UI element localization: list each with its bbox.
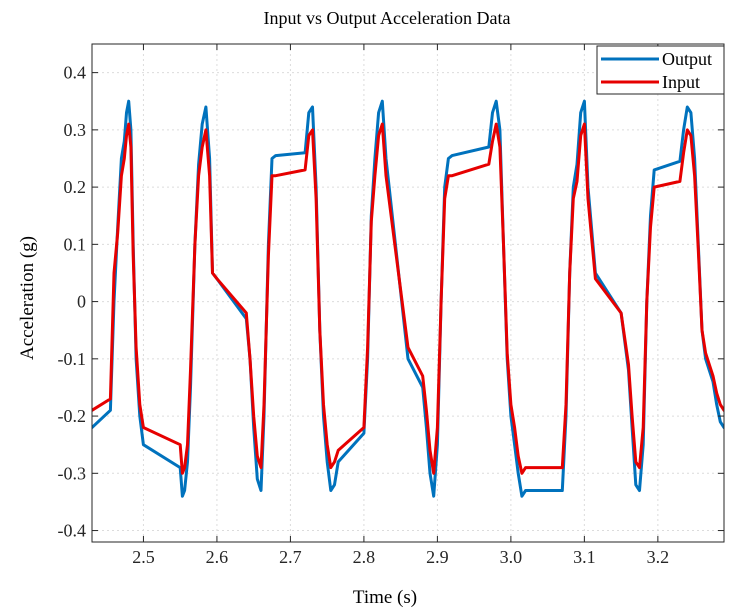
x-axis-label: Time (s)	[353, 587, 417, 608]
y-tick-label: 0	[77, 292, 86, 312]
legend-label-output: Output	[662, 49, 712, 69]
x-tick-label: 2.5	[132, 547, 155, 567]
x-tick-label: 3.2	[647, 547, 670, 567]
x-tick-label: 2.9	[426, 547, 449, 567]
y-tick-label: 0.4	[64, 63, 87, 83]
y-tick-label: -0.3	[58, 463, 87, 483]
axis-ticks: 2.5 2.6 2.7 2.8 2.9 3.0 3.1 3.2 -0.4 -0.3 -0.2 -0.1…	[58, 44, 724, 567]
x-tick-label: 2.7	[279, 547, 302, 567]
y-tick-label: 0.2	[64, 177, 87, 197]
y-tick-label: -0.2	[58, 406, 87, 426]
y-tick-label: -0.4	[58, 521, 87, 541]
x-tick-label: 2.6	[206, 547, 229, 567]
chart-title: Input vs Output Acceleration Data	[264, 8, 511, 28]
y-tick-label: 0.1	[64, 234, 87, 254]
y-tick-label: -0.1	[58, 349, 87, 369]
legend: Output Input	[596, 45, 725, 95]
x-tick-label: 3.0	[500, 547, 523, 567]
y-axis-label: Acceleration (g)	[17, 236, 38, 360]
x-tick-label: 2.8	[353, 547, 376, 567]
legend-label-input: Input	[662, 72, 700, 92]
x-tick-label: 3.1	[573, 547, 596, 567]
grid-lines	[92, 44, 724, 542]
plot-area	[92, 99, 724, 498]
y-tick-label: 0.3	[64, 120, 87, 140]
series-line-input	[92, 122, 724, 475]
axes-box	[91, 43, 725, 543]
legend-box	[596, 45, 725, 95]
